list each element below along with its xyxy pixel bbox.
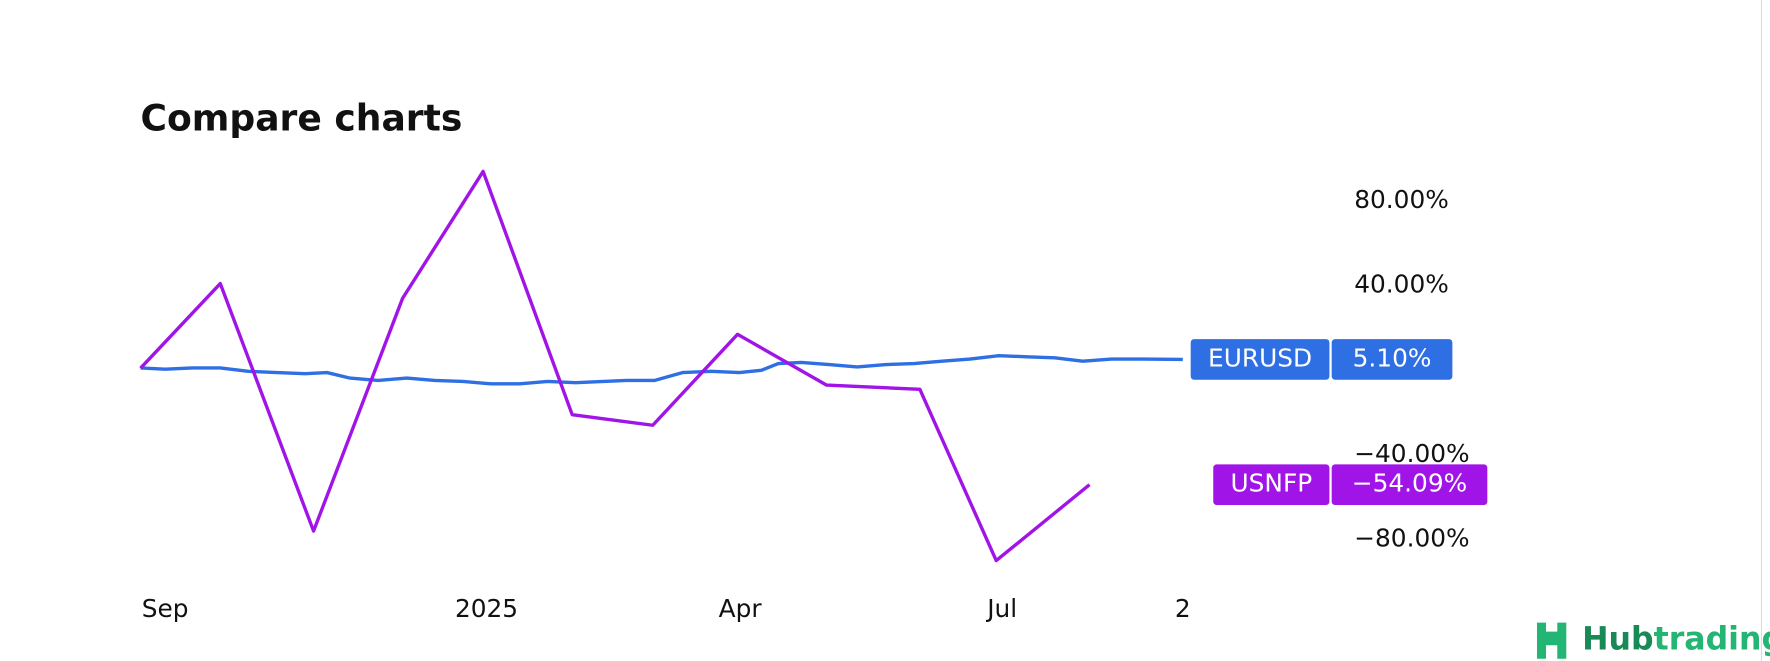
y-tick-label: 80.00%	[1354, 185, 1449, 214]
tag-name-box	[1190, 339, 1330, 380]
x-tick-label: Jul	[985, 594, 1017, 623]
tag-value-box	[1331, 339, 1453, 380]
logo: Hubtrading	[1536, 622, 1770, 659]
logo-prefix: Hub	[1582, 622, 1654, 658]
price-tag: EURUSD 5.10%	[1190, 339, 1453, 380]
x-tick-label: Apr	[719, 594, 763, 623]
x-tick-label: Sep	[142, 594, 189, 623]
x-tick-label: 2025	[455, 594, 518, 623]
legend-label: EURUSD	[1208, 343, 1312, 372]
series-line	[139, 169, 1091, 563]
chart-title: Compare charts	[141, 98, 463, 140]
logo-text: Hubtrading	[1582, 622, 1770, 658]
logo-suffix: trading	[1654, 622, 1770, 658]
logo-icon	[1536, 622, 1567, 659]
value-label: 5.10%	[1353, 343, 1432, 372]
y-tick-label: −80.00%	[1354, 523, 1469, 552]
legend-label: USNFP	[1231, 469, 1313, 498]
y-tick-label: 40.00%	[1354, 270, 1449, 299]
tag-value-box	[1331, 464, 1488, 505]
y-tick-label: −40.00%	[1354, 439, 1469, 468]
series-line	[140, 353, 1183, 386]
tag-name-box	[1213, 464, 1330, 505]
value-label: −54.09%	[1352, 469, 1467, 498]
x-tick-label: 2	[1175, 594, 1191, 623]
price-tag: USNFP −54.09%	[1213, 464, 1488, 505]
